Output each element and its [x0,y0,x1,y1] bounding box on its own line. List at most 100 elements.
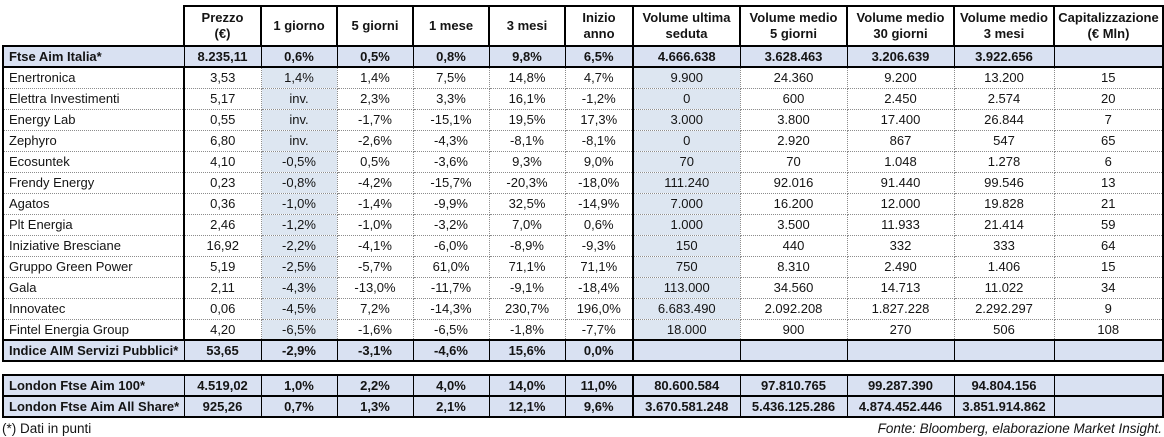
column-header: Volume ultima seduta [632,5,741,47]
footnote-bar: (*) Dati in punti Fonte: Bloomberg, elab… [2,421,1162,436]
table-cell: 2.092.208 [739,297,848,320]
table-cell: 1.000 [632,213,741,236]
footnote-points: (*) Dati in punti [2,421,92,436]
table-cell: -6,0% [412,234,490,257]
table-cell: 16,1% [488,87,566,110]
table-cell: 61,0% [412,255,490,278]
table-cell: 11.933 [846,213,955,236]
table-cell: 3.800 [739,108,848,131]
table-cell: 65 [1053,129,1164,152]
table-cell: 867 [846,129,955,152]
table-cell: 19,5% [488,108,566,131]
table-cell: 3.000 [632,108,741,131]
table-cell: -9,1% [488,276,566,299]
table-cell: -1,6% [336,318,414,341]
table-cell: 7,5% [412,66,490,89]
table-cell: 7 [1053,108,1164,131]
table-cell: 8.235,11 [183,45,262,68]
london-table: London Ftse Aim 100* 4.519,02 1,0% 2,2% 4,0%… [2,374,1164,418]
table-cell: 64 [1053,234,1164,257]
table-cell: 0 [632,129,741,152]
table-cell: 71,1% [488,255,566,278]
table-cell: 0,55 [183,108,262,131]
table-cell: -14,3% [412,297,490,320]
table-cell: 196,0% [564,297,634,320]
table-cell: -15,7% [412,171,490,194]
table-cell [739,339,848,362]
table-cell: inv. [260,108,338,131]
table-cell: 20 [1053,87,1164,110]
table-cell: -20,3% [488,171,566,194]
source-note: Fonte: Bloomberg, elaborazione Market In… [877,421,1162,436]
column-header: 1 mese [412,5,490,47]
table-row: Agatos 0,36 -1,0% -1,4% -9,9% 32,5% -14,9% 7.00… [2,192,1164,215]
table-cell: 15,6% [488,339,566,362]
table-cell [1053,339,1164,362]
table-cell: 4,10 [183,150,262,173]
table-cell: 1.278 [953,150,1055,173]
row-label: Ecosuntek [2,150,185,173]
table-cell: -9,3% [564,234,634,257]
table-cell: 6.683.490 [632,297,741,320]
table-cell: -6,5% [412,318,490,341]
table-row: Ecosuntek 4,10 -0,5% 0,5% -3,6% 9,3% 9,0% 70 70 1… [2,150,1164,173]
table-cell: -11,7% [412,276,490,299]
table-cell: -0,8% [260,171,338,194]
table-cell: 1,0% [260,374,338,397]
table-cell: 108 [1053,318,1164,341]
table-cell: -1,0% [260,192,338,215]
row-label: London Ftse Aim All Share* [2,395,185,418]
table-cell: -4,3% [260,276,338,299]
aim-table: Prezzo (€) 1 giorno 5 giorni 1 mese 3 mesi In… [2,5,1164,362]
row-label: Zephyro [2,129,185,152]
column-header: Inizio anno [564,5,634,47]
table-cell: 600 [739,87,848,110]
table-cell: 333 [953,234,1055,257]
table-cell: 13.200 [953,66,1055,89]
table-cell: 71,1% [564,255,634,278]
table-cell: 14.713 [846,276,955,299]
column-header: Volume medio 3 mesi [953,5,1055,47]
table-cell: 900 [739,318,848,341]
table-cell: 270 [846,318,955,341]
table-cell: 2,2% [336,374,414,397]
table-cell: 9,0% [564,150,634,173]
table-cell: -2,9% [260,339,338,362]
table-row: Plt Energia 2,46 -1,2% -1,0% -3,2% 7,0% 0,6% 1.… [2,213,1164,236]
table-cell: 111.240 [632,171,741,194]
table-cell: 2,46 [183,213,262,236]
table-cell: 0,23 [183,171,262,194]
table-cell: 1,4% [260,66,338,89]
table-cell: 21 [1053,192,1164,215]
table-cell: inv. [260,129,338,152]
table-cell: 3,53 [183,66,262,89]
row-label: Plt Energia [2,213,185,236]
table-cell: 14,8% [488,66,566,89]
column-header: Capitalizzazione (€ Mln) [1053,5,1164,47]
table-cell: 13 [1053,171,1164,194]
table-cell: -1,2% [260,213,338,236]
table-cell: -4,5% [260,297,338,320]
table-cell: -6,5% [260,318,338,341]
table-cell [953,339,1055,362]
table-cell: 12.000 [846,192,955,215]
table-cell: 230,7% [488,297,566,320]
table-cell: 9,3% [488,150,566,173]
table-cell: 2.920 [739,129,848,152]
table-cell: 94.804.156 [953,374,1055,397]
table-cell: 506 [953,318,1055,341]
table-row: Fintel Energia Group 4,20 -6,5% -1,6% -6,5% -… [2,318,1164,341]
table-cell: 440 [739,234,848,257]
table-cell: -4,6% [412,339,490,362]
table-row: Zephyro 6,80 inv. -2,6% -4,3% -8,1% -8,1% 0 2.92… [2,129,1164,152]
table-cell: 4.874.452.446 [846,395,955,418]
table-cell: -13,0% [336,276,414,299]
table-cell: 32,5% [488,192,566,215]
table-cell: 19.828 [953,192,1055,215]
table-cell: 7,2% [336,297,414,320]
table-cell: 2.574 [953,87,1055,110]
table-cell: 2,11 [183,276,262,299]
table-cell: 1.827.228 [846,297,955,320]
table-cell: 1,3% [336,395,414,418]
table-cell: 1,4% [336,66,414,89]
